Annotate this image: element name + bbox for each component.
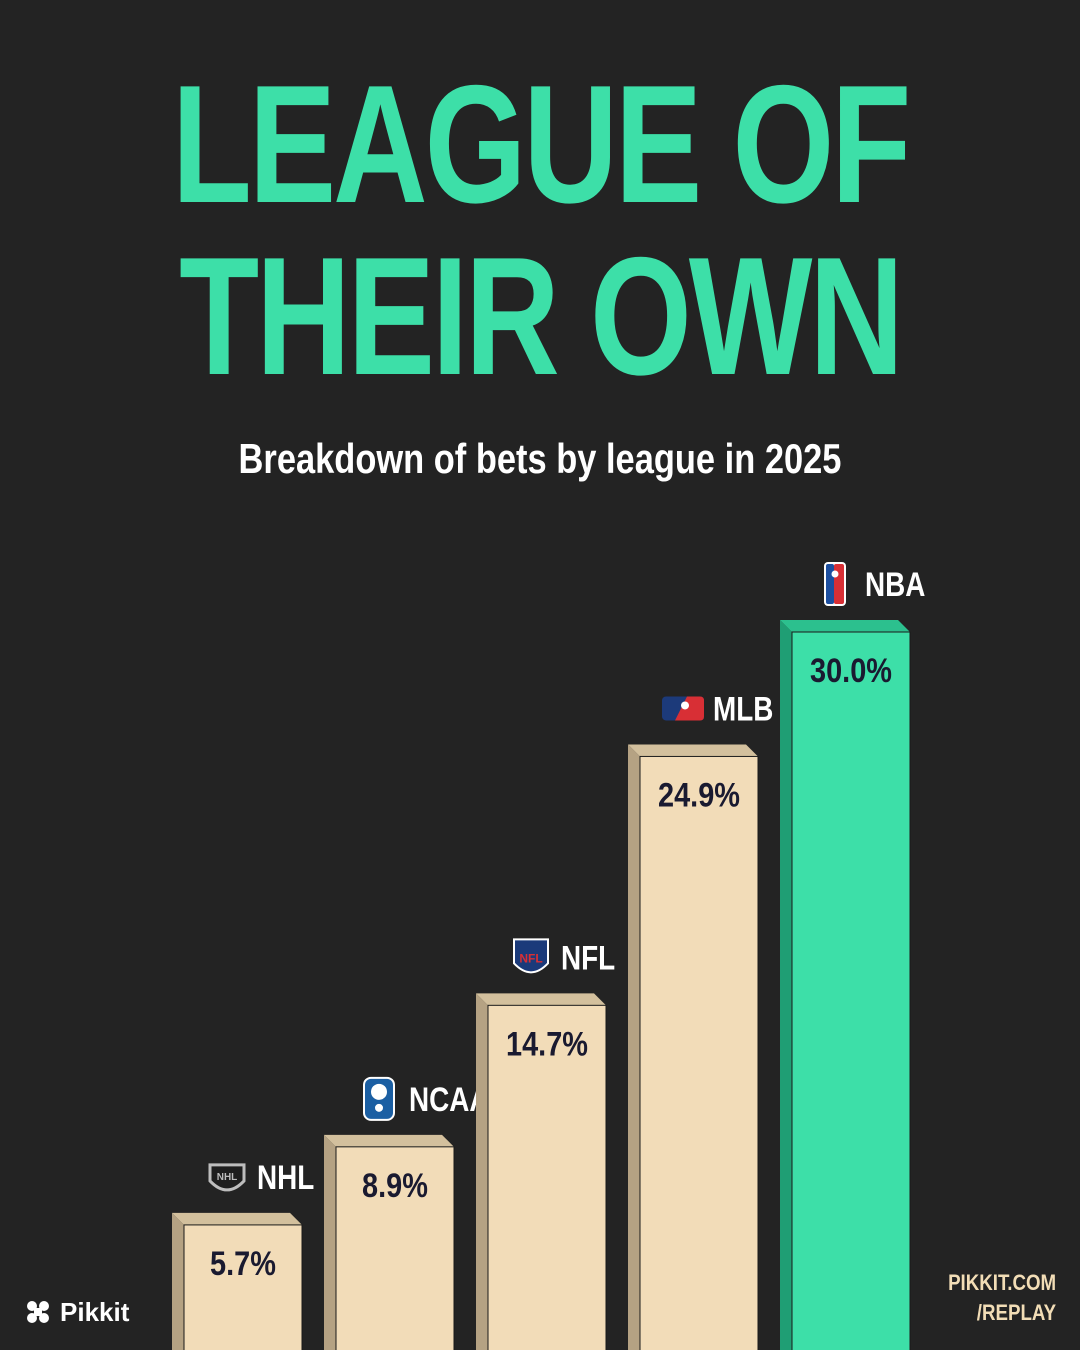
mlb-logo-icon <box>662 696 704 721</box>
subtitle: Breakdown of bets by league in 2025 <box>238 435 842 482</box>
bar-side-nba <box>780 620 792 1350</box>
bar-mlb <box>639 755 759 1350</box>
bar-top-nba <box>780 620 910 632</box>
ncaa-logo-icon <box>363 1076 395 1121</box>
category-label: NFL <box>561 939 615 977</box>
bar-side-mlb <box>628 744 640 1350</box>
nhl-logo-icon: NHL <box>208 1163 246 1192</box>
footer-url: PIKKIT.COM /REPLAY <box>948 1268 1056 1328</box>
bar-side-ncaam <box>324 1134 336 1350</box>
title-line-1: LEAGUE OF <box>171 50 911 238</box>
bar-nba <box>791 631 911 1350</box>
category-label: NHL <box>257 1158 314 1196</box>
bar-top-nhl <box>172 1212 302 1225</box>
bar-value-label: 5.7% <box>210 1244 276 1283</box>
bar-top-nfl <box>476 993 606 1006</box>
bar-value-label: 30.0% <box>810 651 892 690</box>
brand-logo: Pikkit <box>24 1296 129 1328</box>
bar-nfl <box>487 1004 607 1350</box>
bar-value-label: 8.9% <box>362 1166 428 1205</box>
bar-nhl <box>183 1224 303 1350</box>
svg-text:NHL: NHL <box>217 1172 238 1183</box>
bar-top-mlb <box>628 744 758 757</box>
title-line-2: THEIR OWN <box>179 222 904 410</box>
footer-line-1: PIKKIT.COM <box>947 1270 1056 1295</box>
category-label: MLB <box>713 690 773 728</box>
nba-logo-icon <box>824 562 846 606</box>
nfl-logo-icon: NFL <box>513 938 549 974</box>
bar-top-ncaam <box>324 1134 454 1147</box>
bar-side-nfl <box>476 993 488 1350</box>
category-label: NBA <box>865 565 925 603</box>
svg-text:NFL: NFL <box>519 951 542 965</box>
page-title: LEAGUE OF THEIR OWN <box>119 58 961 402</box>
bar-value-label: 24.9% <box>658 775 740 814</box>
bar-value-label: 14.7% <box>506 1024 588 1063</box>
footer-line-2: /REPLAY <box>976 1300 1056 1325</box>
brand-name: Pikkit <box>60 1296 130 1327</box>
bar-side-nhl <box>172 1212 184 1350</box>
clover-icon <box>27 1301 49 1323</box>
bar-ncaam <box>335 1146 455 1350</box>
